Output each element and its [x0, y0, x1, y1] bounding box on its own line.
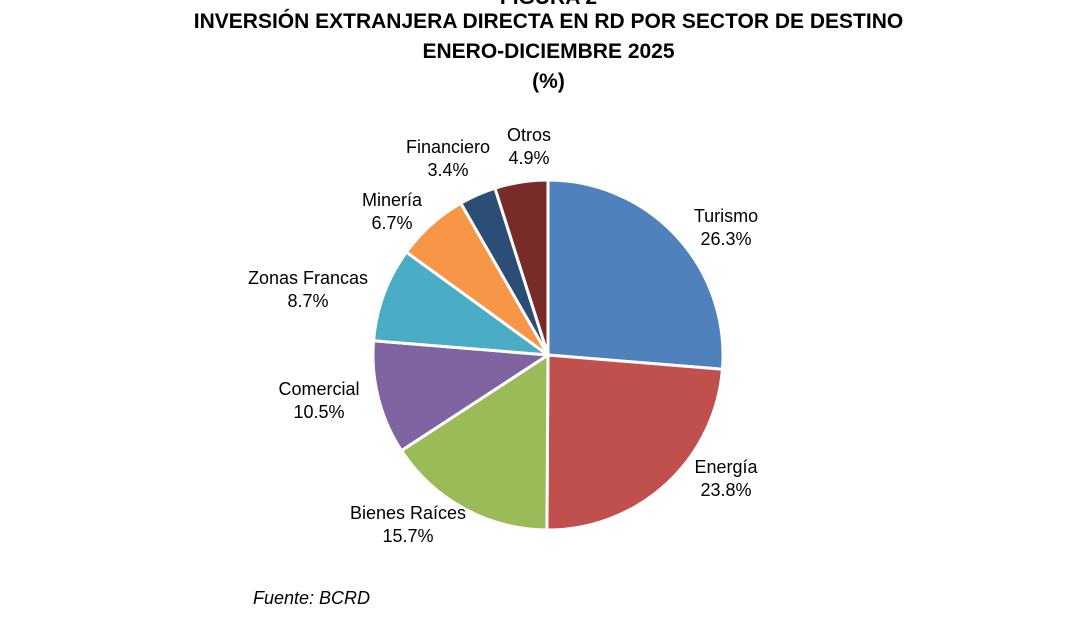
slice-value-mineria: 6.7%: [371, 213, 412, 233]
slice-value-bienes-raices: 15.7%: [382, 526, 433, 546]
slice-value-energia: 23.8%: [700, 480, 751, 500]
slice-label-turismo: Turismo: [694, 206, 758, 226]
chart-title: INVERSIÓN EXTRANJERA DIRECTA EN RD POR S…: [193, 10, 904, 33]
slice-value-financiero: 3.4%: [427, 160, 468, 180]
slice-label-mineria: Minería: [362, 190, 423, 210]
slice-label-zonas-francas: Zonas Francas: [248, 268, 368, 288]
pie-slice-otros: [493, 178, 550, 357]
chart-unit: (%): [532, 70, 565, 93]
pie-slice-comercial: [371, 339, 550, 453]
pie-slice-zonas-francas: [372, 250, 550, 357]
source-note: Fuente: BCRD: [253, 588, 371, 608]
pie-slice-bienes-raices: [399, 353, 550, 532]
slice-label-otros: Otros: [507, 125, 551, 145]
slice-label-comercial: Comercial: [278, 379, 359, 399]
slice-value-zonas-francas: 8.7%: [287, 291, 328, 311]
chart-subtitle: ENERO-DICIEMBRE 2025: [422, 40, 675, 63]
pie-slice-energia: [545, 353, 724, 532]
slice-value-comercial: 10.5%: [293, 402, 344, 422]
pie-slice-turismo: [546, 178, 725, 371]
slice-value-turismo: 26.3%: [700, 229, 751, 249]
slice-value-otros: 4.9%: [508, 148, 549, 168]
slice-label-financiero: Financiero: [406, 137, 490, 157]
slice-label-energia: Energía: [694, 457, 758, 477]
chart-figure-number: FIGURA 2: [0, 0, 1067, 12]
slice-label-bienes-raices: Bienes Raíces: [350, 503, 466, 523]
